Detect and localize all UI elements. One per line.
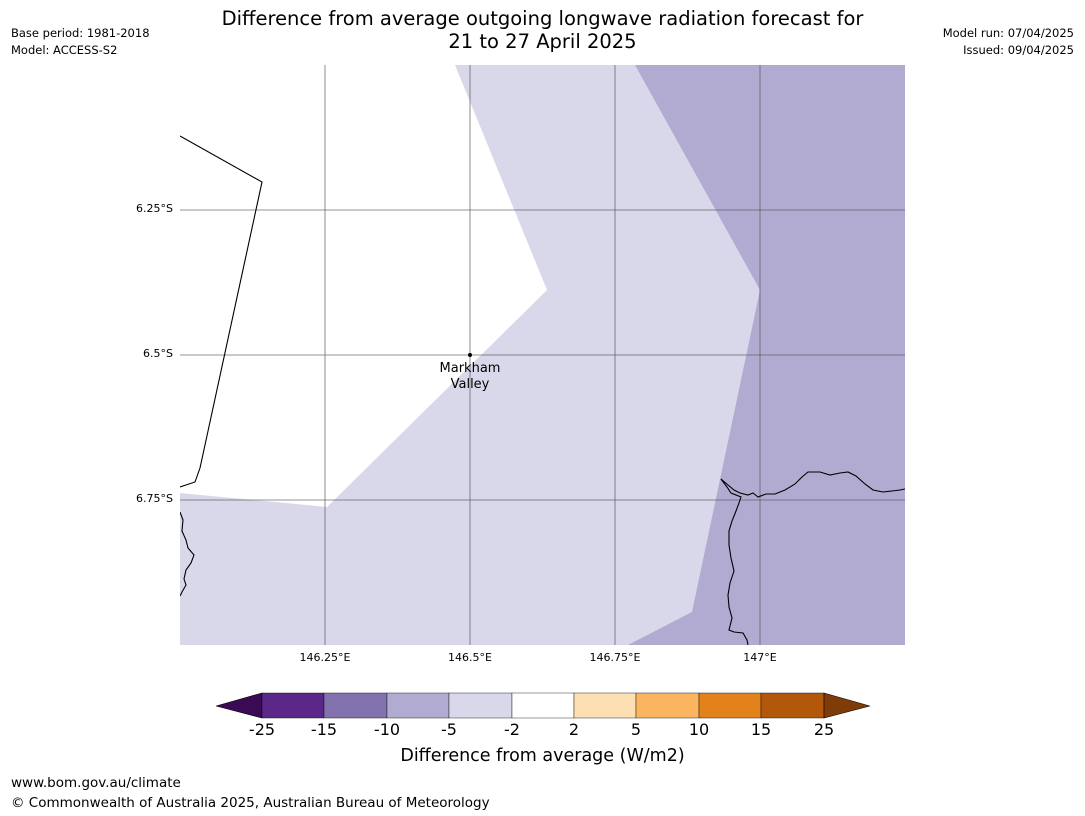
lon-label: 146.25°E — [299, 651, 351, 664]
colorbar-tick-label: -2 — [504, 720, 520, 739]
lon-label: 146.75°E — [589, 651, 641, 664]
lat-label: 6.5°S — [143, 347, 173, 360]
model-name-text: Model: ACCESS-S2 — [11, 43, 118, 57]
coastline-west — [180, 511, 195, 597]
map-panel[interactable]: Markham Valley — [180, 65, 905, 645]
place-label-line1: Markham — [440, 361, 501, 376]
place-label-line2: Valley — [451, 377, 490, 392]
colorbar-tick-label: 10 — [688, 720, 710, 739]
run-info: Model run: 07/04/2025 Issued: 09/04/2025 — [943, 25, 1074, 59]
source-link[interactable]: www.bom.gov.au/climate — [11, 775, 181, 791]
colorbar-swatch — [323, 692, 388, 719]
base-period-text: Base period: 1981-2018 — [11, 26, 150, 40]
copyright-text: © Commonwealth of Australia 2025, Austra… — [11, 795, 490, 811]
colorbar-title: Difference from average (W/m2) — [400, 746, 685, 766]
lon-label: 147°E — [743, 651, 777, 664]
lat-label: 6.75°S — [136, 492, 173, 505]
legend-colorbar — [216, 692, 870, 719]
colorbar-swatch — [511, 692, 575, 719]
colorbar-tick-label: -15 — [310, 720, 338, 739]
colorbar-swatch — [698, 692, 762, 719]
map-title: Difference from average outgoing longwav… — [0, 7, 1085, 53]
lat-label: 6.25°S — [136, 202, 173, 215]
colorbar-swatch — [573, 692, 637, 719]
colorbar-swatch — [760, 692, 825, 719]
map-title-line2: 21 to 27 April 2025 — [448, 30, 637, 53]
colorbar-tick-label: -10 — [373, 720, 401, 739]
location-marker-icon[interactable] — [468, 353, 472, 357]
model-run-text: Model run: 07/04/2025 — [942, 26, 1074, 40]
map-title-line1: Difference from average outgoing longwav… — [221, 7, 864, 30]
colorbar-extend-low — [216, 692, 263, 719]
coastlines — [180, 135, 905, 645]
model-info: Base period: 1981-2018 Model: ACCESS-S2 — [11, 25, 150, 59]
lon-label: 146.5°E — [448, 651, 492, 664]
colorbar-tick-label: 15 — [750, 720, 772, 739]
border-line — [180, 135, 263, 488]
colorbar-extend-high — [823, 692, 870, 719]
colorbar-swatch — [448, 692, 513, 719]
coastline-north — [720, 471, 905, 498]
colorbar-tick-label: -25 — [248, 720, 276, 739]
colorbar-tick-label: 25 — [813, 720, 835, 739]
anomaly-region-neutral — [180, 65, 547, 507]
colorbar-tick-label: -5 — [441, 720, 457, 739]
colorbar-swatch — [386, 692, 450, 719]
colorbar-tick-label: 2 — [568, 720, 580, 739]
map-canvas: Markham Valley — [180, 65, 905, 645]
colorbar-swatch — [635, 692, 700, 719]
issued-text: Issued: 09/04/2025 — [963, 43, 1074, 57]
coastline-peninsula — [720, 478, 749, 645]
colorbar-swatch — [261, 692, 325, 719]
colorbar-tick-label: 5 — [630, 720, 642, 739]
